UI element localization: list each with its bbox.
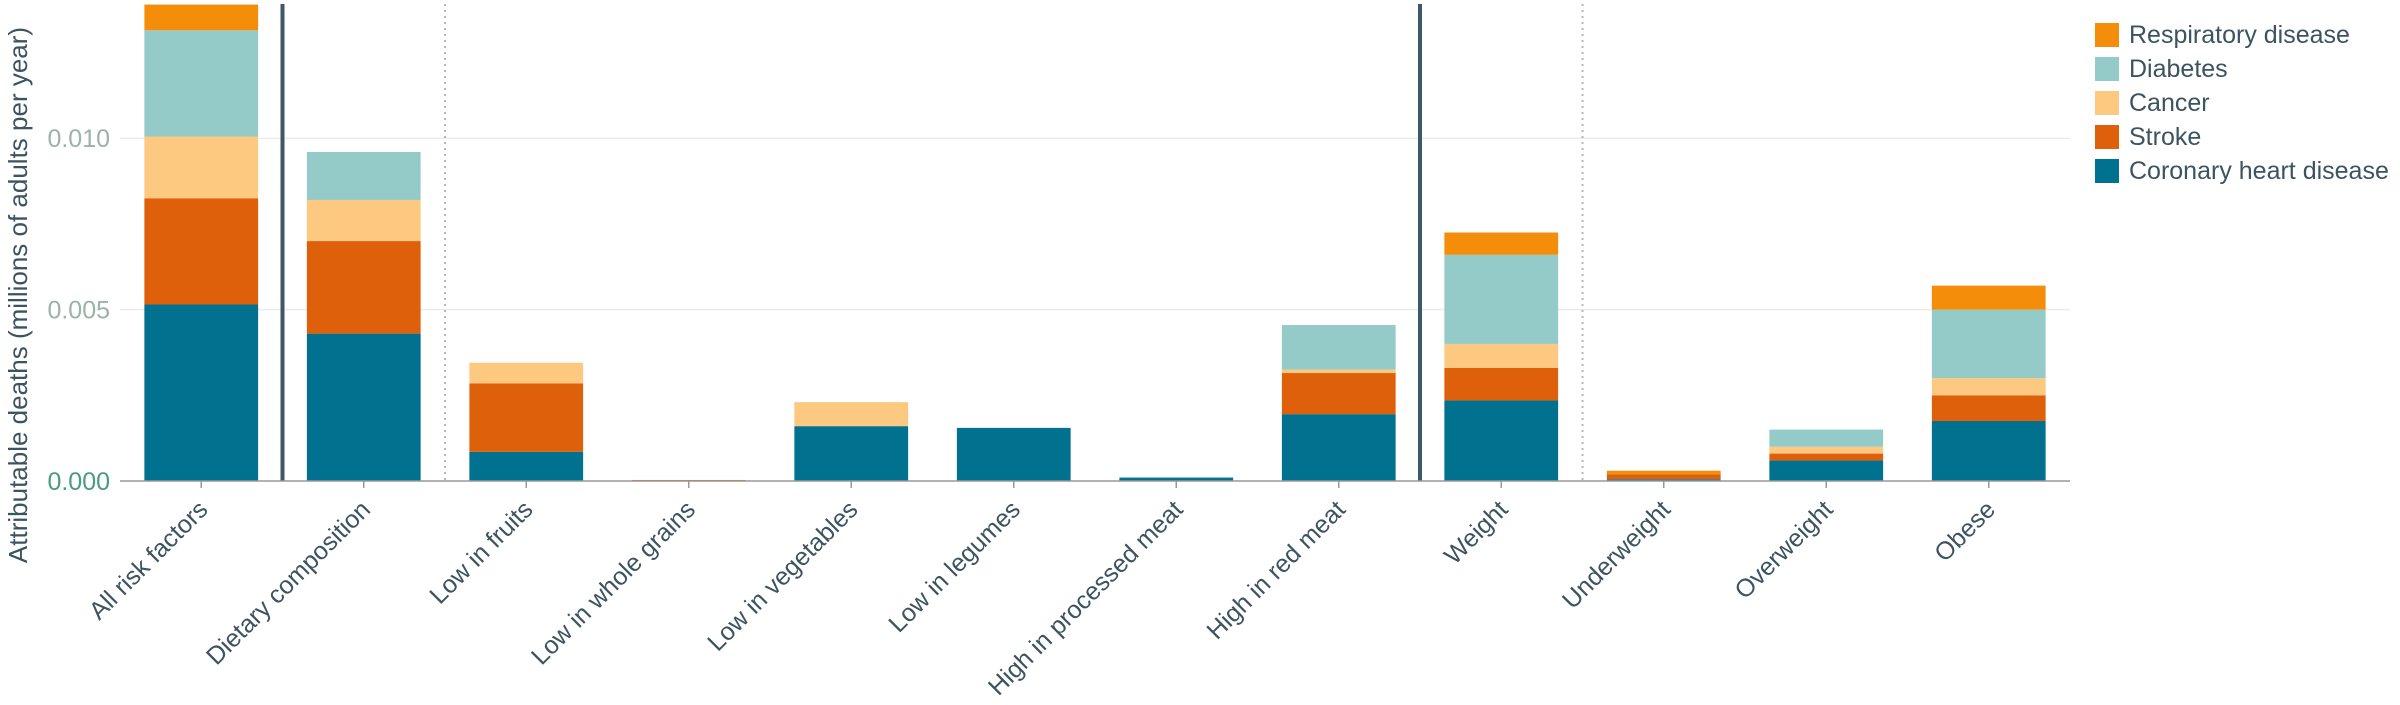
bar-segment: [144, 30, 259, 137]
x-tick-label: Underweight: [1557, 495, 1676, 614]
bar-segment: [1769, 460, 1884, 481]
group-separators: [280, 4, 1584, 481]
bar-segment: [306, 151, 421, 200]
bar-segment: [1281, 369, 1396, 374]
legend: Respiratory disease Diabetes Cancer Stroke C…: [2095, 18, 2389, 188]
bar-segment: [469, 362, 584, 384]
legend-item[interactable]: Diabetes: [2095, 52, 2389, 86]
y-tick-label: 0.005: [47, 297, 110, 325]
bar-segment: [1444, 367, 1559, 401]
legend-swatch: [2095, 125, 2119, 149]
legend-swatch: [2095, 57, 2119, 81]
bar-segment: [144, 198, 259, 305]
bar-segment: [144, 136, 259, 199]
bar-segment: [1769, 429, 1884, 447]
bar-segment: [1931, 395, 2046, 422]
legend-label: Cancer: [2129, 88, 2210, 117]
legend-label: Coronary heart disease: [2129, 156, 2389, 185]
bar-segment: [1281, 414, 1396, 481]
grid-lines: [120, 137, 2070, 311]
bar-segment: [956, 427, 1071, 481]
bars: [144, 4, 2046, 482]
bar-segment: [1119, 477, 1234, 481]
legend-swatch: [2095, 159, 2119, 183]
y-tick-label: 0.000: [47, 468, 110, 496]
x-tick-label: Low in legumes: [883, 495, 1026, 638]
bar-segment: [306, 333, 421, 481]
x-tick-label: Obese: [1929, 495, 2001, 567]
x-tick-label: Overweight: [1729, 495, 1838, 604]
x-tick-label: All risk factors: [84, 495, 214, 625]
bar-segment: [1931, 309, 2046, 379]
bar-segment: [1769, 446, 1884, 454]
bar-segment: [469, 383, 584, 452]
legend-label: Diabetes: [2129, 54, 2228, 83]
bar-segment: [306, 241, 421, 334]
bar-segment: [306, 199, 421, 242]
bar-segment: [1281, 325, 1396, 370]
legend-item[interactable]: Cancer: [2095, 86, 2389, 120]
bar-segment: [1606, 470, 1721, 475]
x-tick-label: Weight: [1439, 495, 1514, 570]
bar-segment: [144, 304, 259, 481]
bar-segment: [1606, 474, 1721, 480]
bar-segment: [469, 451, 584, 481]
x-tick-label: Low in whole grains: [526, 495, 701, 670]
bar-segment: [1281, 373, 1396, 415]
x-tick-label: High in red meat: [1201, 495, 1351, 645]
bar-segment: [794, 426, 909, 481]
bar-segment: [1931, 285, 2046, 310]
bar-segment: [1444, 343, 1559, 368]
bar-segment: [1931, 421, 2046, 481]
bar-segment: [1606, 479, 1721, 481]
legend-label: Stroke: [2129, 122, 2202, 151]
legend-label: Respiratory disease: [2129, 20, 2350, 49]
bar-segment: [1444, 400, 1559, 481]
x-tick-label: Low in fruits: [424, 495, 538, 609]
legend-item[interactable]: Respiratory disease: [2095, 18, 2389, 52]
bar-segment: [1769, 453, 1884, 461]
legend-swatch: [2095, 23, 2119, 47]
y-axis-title: Attributable deaths (millions of adults …: [3, 27, 33, 563]
x-tick-label: Low in vegetables: [702, 495, 863, 656]
bar-segment: [1444, 232, 1559, 255]
bar-segment: [794, 402, 909, 427]
bar-segment: [1444, 254, 1559, 344]
legend-swatch: [2095, 91, 2119, 115]
legend-item[interactable]: Coronary heart disease: [2095, 154, 2389, 188]
legend-item[interactable]: Stroke: [2095, 120, 2389, 154]
y-tick-label: 0.010: [47, 125, 110, 153]
bar-segment: [1931, 378, 2046, 396]
x-tick-label: Dietary composition: [201, 495, 376, 670]
bar-segment: [144, 4, 259, 31]
